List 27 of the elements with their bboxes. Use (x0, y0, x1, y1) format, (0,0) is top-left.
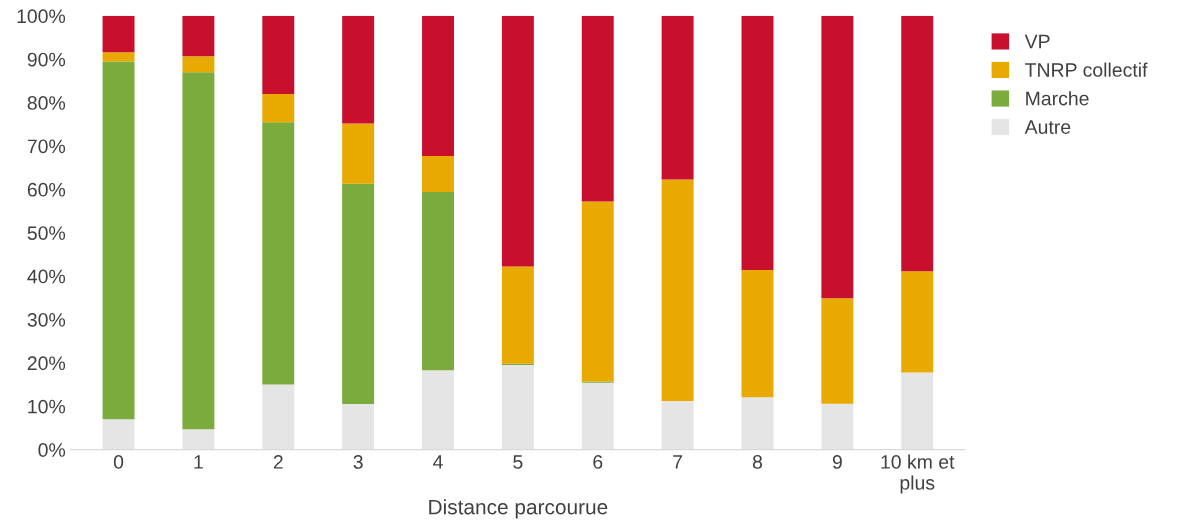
legend-label: Autre (1024, 120, 1071, 134)
x-tick-label: 5 (513, 455, 523, 469)
x-axis-title: Distance parcourue (429, 499, 608, 519)
y-tick-label: 40% (27, 269, 66, 284)
y-tick-label: 100% (17, 9, 66, 24)
y-tick-label: 30% (27, 312, 66, 327)
x-tick-label: 3 (353, 455, 363, 469)
x-tick-label: 6 (593, 455, 603, 469)
x-tick-label: 10 km et plus (881, 454, 955, 494)
y-tick-label: 80% (27, 96, 66, 110)
y-tick-label: 70% (27, 139, 66, 154)
x-tick-label: 2 (273, 455, 283, 469)
x-tick-label: 0 (113, 455, 124, 469)
x-tick-label: 1 (194, 455, 203, 469)
legend-label: Marche (1026, 91, 1089, 106)
y-tick-label: 10% (28, 399, 66, 414)
x-tick-label: 4 (433, 455, 443, 469)
y-tick-label: 20% (27, 356, 66, 371)
y-tick-label: 50% (27, 226, 66, 240)
legend-label: VP (1024, 34, 1050, 49)
y-tick-label: 60% (27, 182, 66, 197)
x-tick-label: 9 (832, 455, 842, 469)
x-tick-label: 8 (752, 455, 763, 469)
legend-label: TNRP collectif (1025, 62, 1148, 77)
y-tick-label: 0% (38, 443, 66, 457)
y-tick-label: 90% (27, 52, 66, 67)
x-tick-label: 7 (673, 455, 683, 469)
